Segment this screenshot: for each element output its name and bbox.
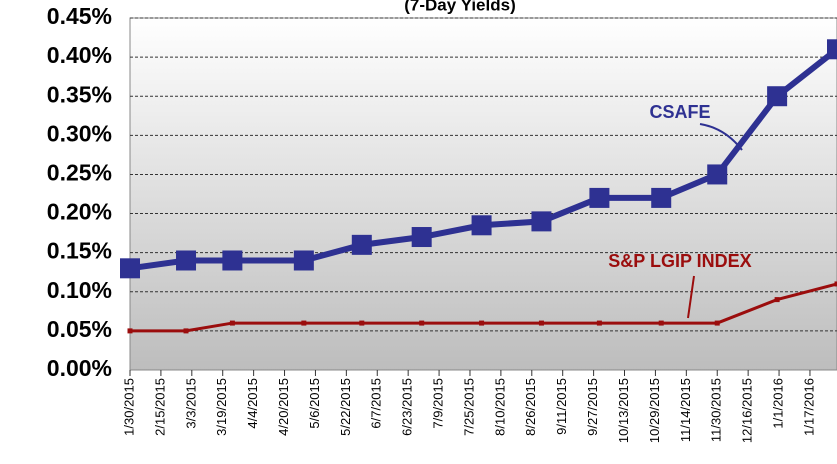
data-point [359, 320, 365, 326]
x-tick-label: 10/29/2015 [647, 378, 662, 443]
y-tick-label: 0.05% [47, 316, 112, 342]
data-point [658, 320, 664, 326]
data-point [834, 281, 837, 287]
data-point [176, 250, 197, 271]
data-point [531, 211, 552, 232]
x-tick-label: 7/25/2015 [461, 378, 476, 436]
y-tick-label: 0.25% [47, 160, 112, 186]
label-arrow [699, 123, 743, 151]
data-point [127, 328, 133, 334]
y-tick-label: 0.15% [47, 238, 112, 264]
x-tick-label: 5/6/2015 [307, 378, 322, 429]
x-tick-label: 1/17/2016 [801, 378, 816, 436]
series-label: CSAFE [649, 102, 710, 122]
x-tick-label: 3/3/2015 [183, 378, 198, 429]
y-tick-label: 0.20% [47, 199, 112, 225]
x-tick-label: 8/10/2015 [492, 378, 507, 436]
x-tick-label: 1/30/2015 [121, 378, 136, 436]
data-point [120, 258, 140, 279]
data-point [293, 250, 314, 271]
plot-area [129, 17, 837, 371]
y-tick-label: 0.00% [47, 355, 112, 381]
x-tick-label: 5/22/2015 [338, 378, 353, 436]
x-tick-label: 9/11/2015 [554, 378, 569, 435]
data-point [707, 164, 728, 185]
data-point [714, 320, 720, 326]
x-tick-label: 12/16/2015 [740, 378, 755, 443]
label-arrow [687, 275, 695, 319]
x-tick-label: 11/14/2015 [678, 378, 693, 442]
data-point [419, 320, 425, 326]
x-tick-label: 2/15/2015 [152, 378, 167, 436]
x-tick-label: 11/30/2015 [709, 378, 724, 442]
data-point [471, 215, 492, 236]
y-tick-label: 0.40% [47, 42, 112, 68]
data-point [222, 250, 243, 271]
data-point [351, 234, 372, 255]
x-tick-label: 3/19/2015 [214, 378, 229, 436]
x-tick-label: 4/4/2015 [245, 378, 260, 429]
x-tick-label: 6/7/2015 [369, 378, 384, 429]
x-tick-label: 6/23/2015 [400, 378, 415, 436]
data-point [301, 320, 307, 326]
y-tick-label: 0.10% [47, 277, 112, 303]
chart-title: (7-Day Yields) [404, 0, 516, 14]
y-tick-label: 0.45% [47, 3, 112, 29]
x-tick-label: 4/20/2015 [276, 378, 291, 436]
data-point [596, 320, 602, 326]
data-point [651, 187, 672, 208]
data-point [827, 39, 837, 60]
data-point [183, 328, 189, 334]
x-tick-label: 7/9/2015 [431, 378, 446, 429]
data-point [767, 86, 788, 107]
x-tick-label: 8/26/2015 [523, 378, 538, 436]
x-tick-label: 9/27/2015 [585, 378, 600, 436]
x-tick-label: 1/1/2016 [770, 378, 785, 429]
series-label: S&P LGIP INDEX [608, 251, 751, 271]
data-point [774, 297, 780, 303]
data-point [479, 320, 485, 326]
y-tick-label: 0.30% [47, 120, 112, 146]
data-point [538, 320, 544, 326]
data-point [229, 320, 235, 326]
y-tick-label: 0.35% [47, 81, 112, 107]
data-point [411, 227, 432, 248]
data-point [589, 187, 610, 208]
x-tick-label: 10/13/2015 [616, 378, 631, 443]
